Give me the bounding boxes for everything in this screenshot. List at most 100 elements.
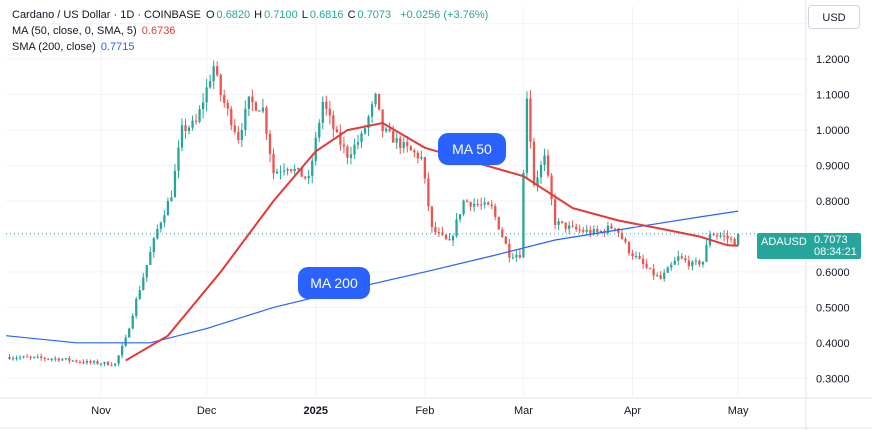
candle-body (680, 256, 683, 259)
chart-title: Cardano / US Dollar · 1D · COINBASE (12, 9, 201, 21)
candles (8, 60, 740, 367)
candle-body (346, 146, 349, 158)
grid (6, 6, 805, 396)
candle-body (606, 225, 610, 233)
candle-body (152, 238, 155, 253)
candle-body (314, 137, 317, 161)
candle-body (490, 204, 493, 207)
candle-body (293, 168, 296, 172)
candle-body (652, 268, 655, 276)
legend-sma200[interactable]: SMA (200, close) 0.7715 (12, 40, 136, 54)
legend-ma50[interactable]: MA (50, close, 0, SMA, 5) 0.6736 (12, 24, 177, 38)
y-tick-label: 1.0000 (816, 125, 850, 137)
candle-body (638, 255, 641, 259)
candle-body (448, 239, 451, 241)
candle-body (25, 356, 29, 358)
price-tag-symbol: ADAUSD (761, 236, 807, 248)
candle-body (275, 171, 279, 174)
candle-body (582, 230, 585, 232)
candle-body (409, 146, 412, 151)
candle-body (487, 202, 490, 205)
candle-body (75, 360, 78, 362)
candle-body (575, 226, 578, 230)
candle-body (237, 131, 240, 140)
candle-body (399, 138, 402, 149)
candle-body (677, 256, 680, 261)
price-tag-countdown: 08:34:21 (814, 246, 857, 258)
candle-body (36, 356, 39, 358)
candle-body (138, 289, 141, 299)
candle-body (113, 363, 117, 366)
candle-body (381, 109, 384, 132)
candle-body (184, 125, 187, 132)
candle-body (318, 122, 321, 138)
candle-body (363, 128, 367, 134)
candle-body (247, 96, 251, 109)
candle-body (177, 147, 180, 171)
candle-body (212, 66, 215, 82)
candle-body (543, 155, 546, 166)
candle-body (402, 142, 405, 149)
candle-body (645, 264, 648, 268)
ma50-label: MA (50, close, 0, SMA, 5) (12, 25, 137, 37)
candle-body (261, 107, 265, 112)
candle-body (96, 361, 99, 364)
candle-body (230, 108, 233, 126)
candle-body (54, 358, 57, 360)
candle-body (518, 254, 522, 258)
candle-body (110, 365, 113, 367)
candle-body (620, 232, 624, 239)
candle-body (684, 258, 687, 261)
ohlc-values: O 0.6820 H 0.7100 L 0.6816 C 0.7073 (206, 9, 395, 21)
candle-body (258, 110, 261, 112)
candle-body (472, 203, 476, 207)
candle-body (613, 228, 617, 230)
candle-body (272, 153, 275, 174)
candle-body (47, 358, 50, 360)
candle-body (624, 238, 627, 242)
candle-body (307, 175, 310, 179)
ohlc-value: 0.7073 (357, 9, 392, 21)
candle-body (377, 93, 381, 110)
x-tick-label: Apr (624, 405, 641, 417)
candle-body (388, 128, 391, 132)
candle-body (194, 120, 198, 122)
candle-body (173, 170, 177, 198)
candle-body (170, 197, 173, 201)
legend-main: Cardano / US Dollar · 1D · COINBASE O 0.6… (12, 8, 490, 22)
candle-body (328, 108, 331, 116)
ohlc-label: L (301, 9, 308, 21)
candle-body (420, 157, 423, 159)
candle-body (476, 203, 479, 205)
y-tick-label: 0.5000 (816, 302, 850, 314)
currency-button[interactable]: USD (808, 5, 860, 29)
candle-body (370, 104, 374, 117)
candle-body (641, 258, 645, 265)
candle-body (504, 236, 507, 244)
y-tick-label: 0.8000 (816, 196, 850, 208)
candle-body (268, 133, 272, 154)
ohlc-value: 0.7100 (264, 9, 298, 21)
x-tick-label: 2025 (304, 405, 328, 417)
candle-body (356, 142, 360, 145)
candle-body (149, 252, 152, 265)
candle-body (568, 225, 571, 229)
x-tick-label: Feb (415, 405, 434, 417)
candle-body (670, 264, 673, 268)
candle-body (539, 165, 543, 178)
candle-body (617, 228, 620, 233)
candle-body (666, 267, 669, 273)
candle-body (166, 200, 170, 216)
candle-body (515, 254, 518, 258)
candle-body (673, 260, 676, 265)
candle-body (198, 109, 201, 122)
candle-body (117, 355, 120, 364)
candle-body (592, 229, 595, 234)
candle-body (11, 358, 15, 360)
candle-body (374, 93, 377, 105)
candle-body (124, 337, 127, 346)
candle-body (89, 360, 92, 363)
sma200-line (5, 210, 739, 344)
